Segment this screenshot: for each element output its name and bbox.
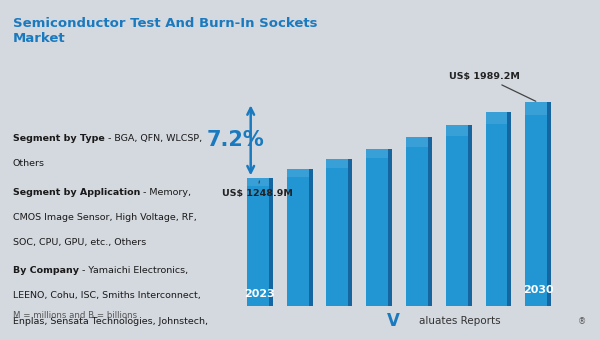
Text: - BGA, QFN, WLCSP,: - BGA, QFN, WLCSP,	[104, 134, 202, 143]
Text: V: V	[388, 312, 400, 330]
Text: SOC, CPU, GPU, etc., Others: SOC, CPU, GPU, etc., Others	[13, 238, 146, 247]
Text: Others: Others	[13, 159, 45, 168]
Text: - Memory,: - Memory,	[140, 188, 191, 197]
Text: By Company: By Company	[13, 266, 79, 275]
Bar	[526, 102, 547, 306]
Bar	[287, 169, 308, 306]
Text: aluates Reports: aluates Reports	[419, 316, 501, 326]
Polygon shape	[287, 169, 308, 177]
Polygon shape	[508, 112, 511, 306]
Polygon shape	[269, 178, 273, 306]
Text: Semiconductor Test And Burn-In Sockets
Market: Semiconductor Test And Burn-In Sockets M…	[13, 17, 317, 45]
Text: LEENO, Cohu, ISC, Smiths Interconnect,: LEENO, Cohu, ISC, Smiths Interconnect,	[13, 291, 200, 301]
Bar	[247, 178, 269, 306]
Text: 2030: 2030	[523, 285, 554, 295]
Text: US$ 1989.2M: US$ 1989.2M	[449, 72, 536, 101]
Polygon shape	[485, 112, 508, 124]
Bar	[366, 149, 388, 306]
Text: 7.2%: 7.2%	[207, 130, 265, 150]
Polygon shape	[247, 178, 269, 186]
Text: - Yamaichi Electronics,: - Yamaichi Electronics,	[79, 266, 188, 275]
Bar	[485, 112, 508, 306]
Polygon shape	[308, 169, 313, 306]
Polygon shape	[366, 149, 388, 158]
Polygon shape	[547, 102, 551, 306]
Text: Segment by Application: Segment by Application	[13, 188, 140, 197]
Polygon shape	[388, 149, 392, 306]
Text: M = millions and B = billions: M = millions and B = billions	[13, 311, 137, 320]
Bar	[326, 159, 349, 306]
Text: ®: ®	[577, 317, 586, 326]
Text: US$ 1248.9M: US$ 1248.9M	[222, 181, 293, 198]
Polygon shape	[467, 125, 472, 306]
Polygon shape	[446, 125, 467, 136]
Polygon shape	[406, 137, 428, 147]
Bar	[406, 137, 428, 306]
Text: CMOS Image Sensor, High Voltage, RF,: CMOS Image Sensor, High Voltage, RF,	[13, 213, 197, 222]
Text: 2023: 2023	[244, 289, 275, 299]
Polygon shape	[526, 102, 547, 115]
Text: Segment by Type: Segment by Type	[13, 134, 104, 143]
Text: Enplas, Sensata Technologies, Johnstech,: Enplas, Sensata Technologies, Johnstech,	[13, 317, 208, 326]
Polygon shape	[349, 159, 352, 306]
Polygon shape	[428, 137, 432, 306]
Polygon shape	[326, 159, 349, 168]
Bar	[446, 125, 467, 306]
